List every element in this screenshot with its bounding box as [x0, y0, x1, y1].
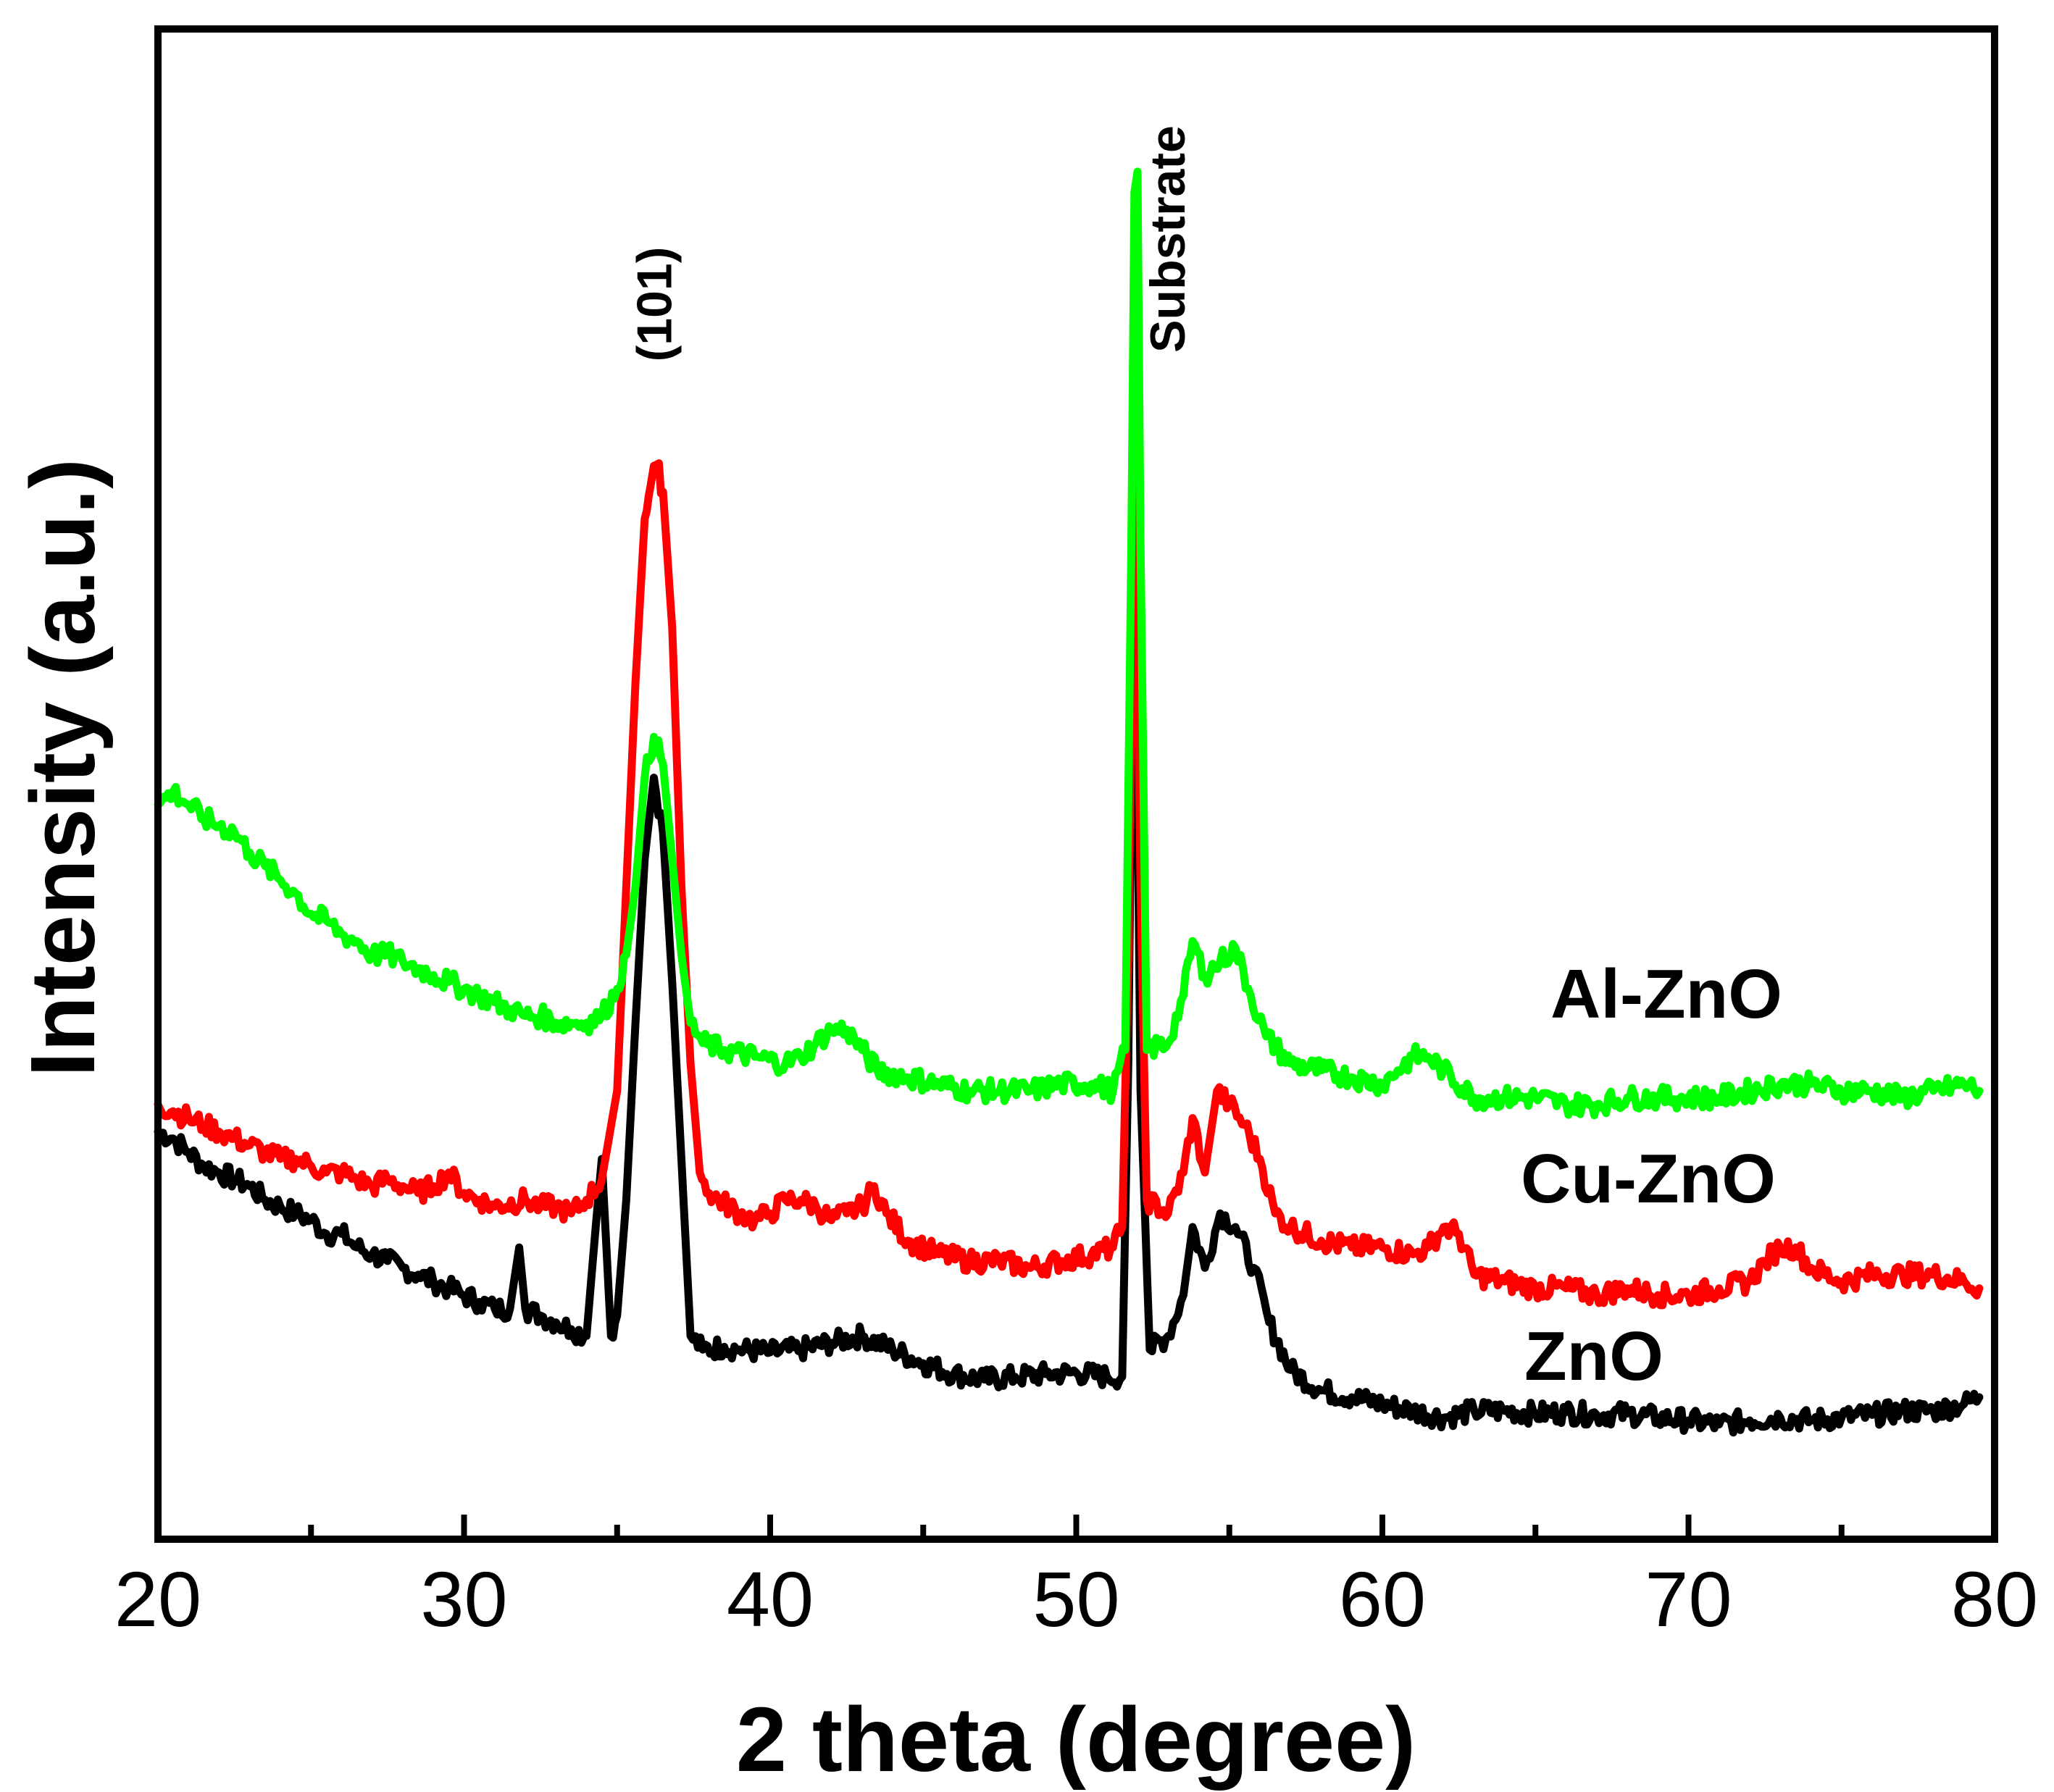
- y-axis-title: Intensity (a.u.): [12, 459, 114, 1077]
- x-tick-label: 20: [114, 1555, 201, 1643]
- x-tick-labels: 20 30 40 50 60 70 80: [114, 1555, 2038, 1643]
- annotation-substrate: Substrate: [1140, 125, 1195, 353]
- series-labels: ZnO Cu-ZnO Al-ZnO: [1521, 955, 1782, 1395]
- x-tick-label: 80: [1951, 1555, 2038, 1643]
- series-line-al-zno: [154, 167, 1984, 1120]
- x-axis-ticks: [155, 1515, 1997, 1539]
- x-tick-label: 60: [1339, 1555, 1426, 1643]
- series-label-al-zno: Al-ZnO: [1550, 955, 1782, 1033]
- peak-annotations: (101) Substrate: [627, 125, 1195, 361]
- x-tick-label: 50: [1032, 1555, 1119, 1643]
- series-line-zno: [154, 474, 1984, 1437]
- plot-frame: [154, 25, 1998, 1543]
- annotation-101: (101): [627, 247, 682, 362]
- x-tick-label: 40: [727, 1555, 814, 1643]
- x-axis-title: 2 theta (degree): [736, 1688, 1416, 1791]
- series-label-cu-zno: Cu-ZnO: [1521, 1140, 1776, 1218]
- series-layer: [154, 167, 1984, 1437]
- series-line-cu-zno: [154, 419, 1984, 1310]
- x-tick-label: 30: [420, 1555, 507, 1643]
- x-tick-label: 70: [1645, 1555, 1732, 1643]
- series-label-zno: ZnO: [1524, 1318, 1663, 1395]
